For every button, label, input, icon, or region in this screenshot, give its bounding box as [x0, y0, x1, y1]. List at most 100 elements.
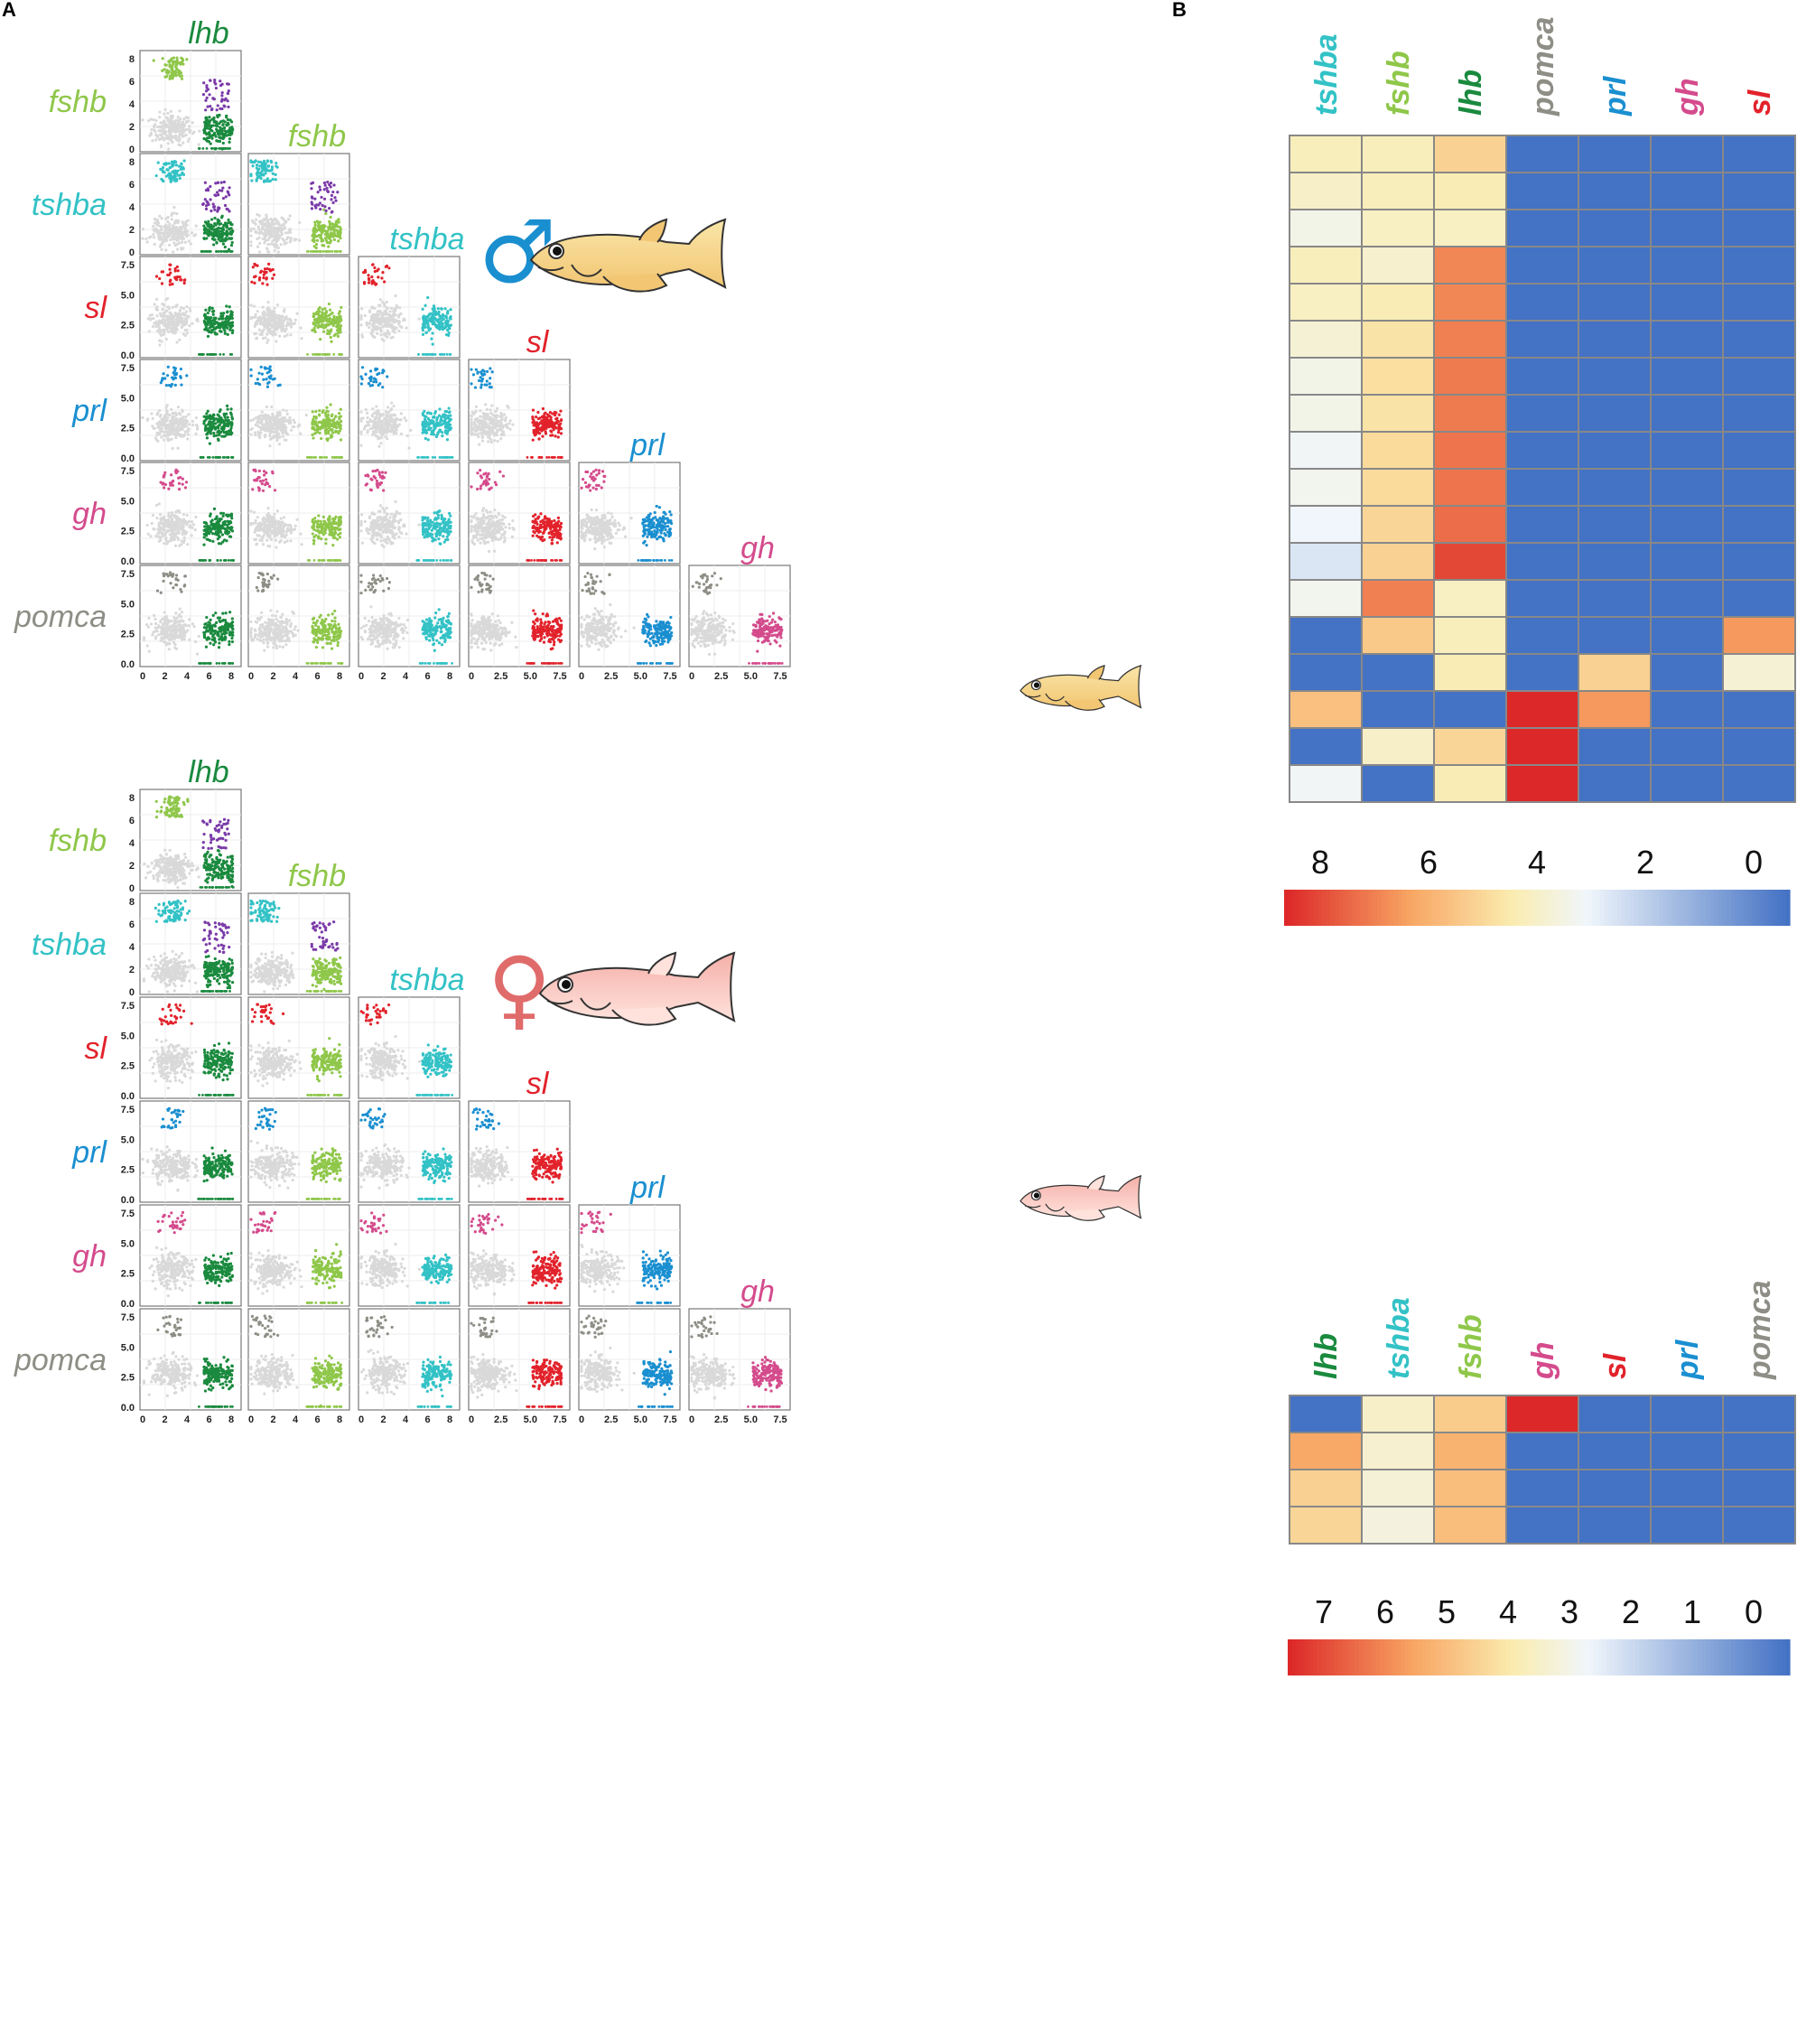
cell-dot — [217, 437, 220, 441]
cell-dot — [205, 96, 209, 99]
cell-dot — [176, 406, 180, 409]
cell-dot — [331, 455, 335, 459]
cell-dot — [436, 321, 441, 324]
cell-dot — [229, 413, 233, 416]
cell-dot — [375, 422, 379, 425]
cell-dot — [170, 407, 173, 411]
cell-dot — [212, 322, 217, 325]
cell-dot — [163, 130, 168, 134]
cell-dot — [334, 425, 338, 429]
cell-dot — [221, 226, 225, 229]
cell-dot — [211, 97, 215, 100]
cell-dot — [533, 434, 537, 437]
cell-dot — [538, 416, 542, 420]
cell-dot — [277, 443, 282, 446]
cell-dot — [260, 425, 265, 429]
cell-dot — [169, 263, 172, 266]
cell-dot — [221, 186, 225, 190]
cell-dot — [443, 410, 447, 414]
cell-dot — [176, 313, 180, 316]
cell-dot — [170, 429, 173, 434]
cell-dot — [162, 239, 165, 244]
cell-dot — [228, 146, 231, 150]
cell-dot — [161, 126, 164, 130]
cell-dot — [325, 314, 329, 318]
cell-dot — [226, 249, 229, 253]
cell-dot — [266, 425, 270, 428]
cell-dot — [158, 343, 162, 347]
cell-dot — [182, 141, 185, 145]
cell-dot — [167, 383, 172, 387]
cell-dot — [501, 425, 505, 430]
cell-dot — [531, 415, 535, 419]
cell-dot — [388, 313, 392, 317]
cell-dot — [499, 437, 503, 441]
cell-dot — [284, 431, 288, 434]
cell-dot — [336, 430, 340, 434]
cell-dot — [205, 133, 209, 136]
cell-dot — [158, 408, 162, 413]
cell-dot — [560, 418, 563, 422]
cell-dot — [162, 372, 165, 376]
cell-dot — [320, 425, 323, 428]
cell-dot — [256, 225, 260, 229]
cell-dot — [315, 321, 319, 324]
cell-dot — [230, 128, 234, 133]
cell-dot — [379, 333, 383, 337]
cell-dot — [281, 228, 284, 231]
cell-dot — [284, 231, 288, 235]
cell-dot — [208, 127, 211, 131]
cell-dot — [172, 514, 176, 518]
cell-dot — [261, 227, 265, 231]
cell-dot — [205, 86, 209, 89]
cell-dot — [270, 165, 274, 169]
cell-dot — [541, 434, 545, 438]
cell-dot — [364, 407, 368, 412]
cell-dot — [326, 424, 331, 428]
cell-dot — [276, 250, 280, 254]
cell-dot — [225, 225, 229, 229]
cell-dot — [331, 428, 334, 433]
cell-dot — [212, 234, 216, 238]
cell-dot — [271, 177, 275, 182]
cell-dot — [160, 435, 163, 439]
cell-dot — [480, 431, 483, 435]
cell-dot — [230, 324, 235, 328]
cell-dot — [179, 278, 182, 282]
cell-dot — [202, 131, 206, 135]
cell-dot — [489, 411, 493, 415]
cell-dot — [148, 313, 152, 317]
cell-dot — [314, 246, 318, 250]
cell-dot — [322, 188, 326, 191]
cell-dot — [179, 367, 183, 371]
cell-dot — [181, 320, 185, 323]
cell-dot — [226, 407, 229, 411]
cell-dot — [180, 539, 183, 543]
cell-dot — [190, 519, 194, 524]
cell-dot — [483, 383, 487, 387]
cell-dot — [504, 416, 507, 420]
cell-dot — [322, 197, 327, 201]
cell-dot — [227, 89, 230, 93]
cell-dot — [160, 378, 163, 382]
cell-dot — [223, 98, 227, 102]
cell-dot — [293, 421, 296, 425]
cell-dot — [186, 119, 191, 123]
cell-dot — [186, 433, 191, 436]
cell-dot — [283, 419, 286, 423]
cell-dot — [443, 307, 447, 311]
cell-dot — [159, 225, 163, 229]
cell-dot — [321, 422, 325, 425]
cell-dot — [186, 219, 190, 222]
cell-dot — [278, 417, 282, 421]
cell-dot — [268, 420, 273, 425]
cell-dot — [228, 249, 232, 253]
cell-dot — [180, 433, 183, 437]
cell-dot — [480, 435, 485, 439]
cell-dot — [321, 308, 324, 312]
cell-dot — [184, 310, 188, 313]
cell-dot — [214, 332, 218, 336]
cell-dot — [482, 369, 486, 373]
cell-dot — [158, 110, 162, 114]
